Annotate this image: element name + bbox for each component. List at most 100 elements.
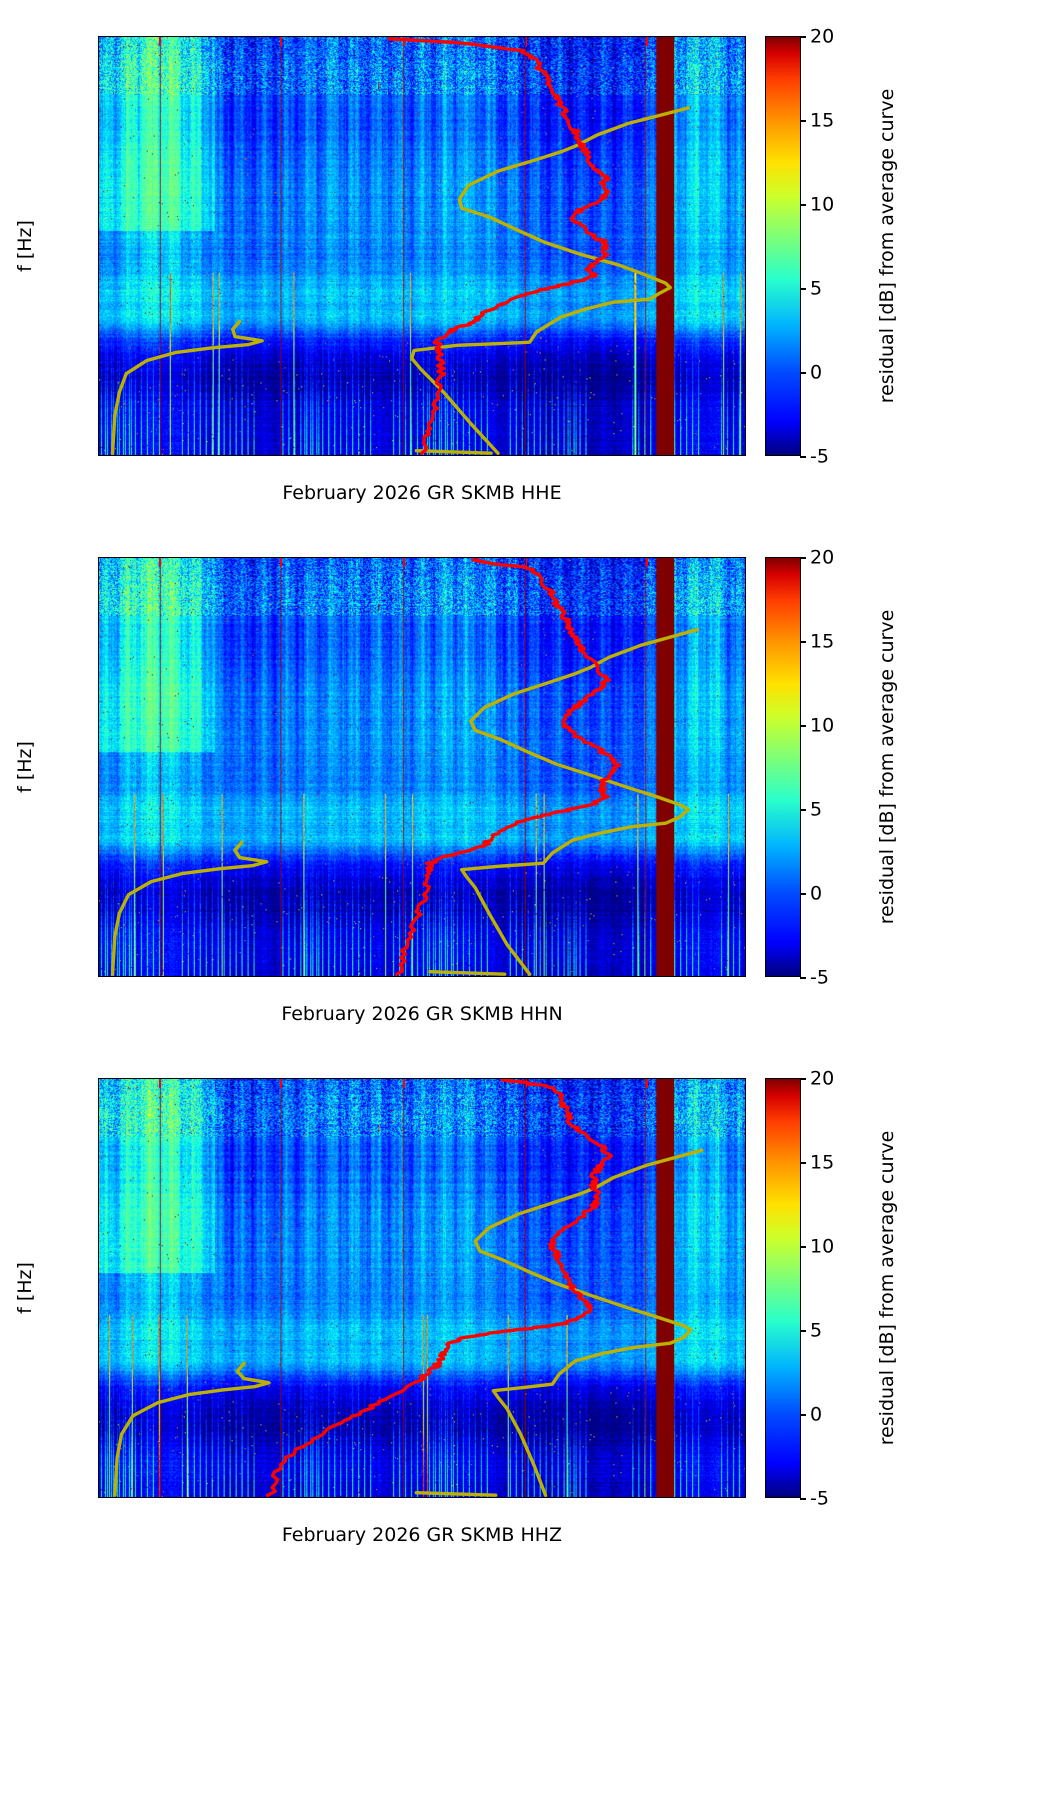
x-tick-mark <box>235 976 237 977</box>
colorbar-tick-mark <box>800 641 806 643</box>
y-tick-minor <box>98 1417 99 1418</box>
curve-path <box>387 37 611 455</box>
x-tick-mark <box>553 1497 555 1498</box>
x-tick-mark <box>689 976 691 977</box>
x-tick-mark <box>462 1497 464 1498</box>
y-tick-minor <box>98 246 99 247</box>
y-tick-minor <box>98 343 99 344</box>
panel-title: February 2026 GR SKMB HHE <box>282 482 562 504</box>
db-tick-mark <box>525 37 528 46</box>
y-tick-mark <box>98 1362 99 1364</box>
y-tick-mark <box>98 425 99 427</box>
colorbar-tick-mark <box>800 977 806 979</box>
y-tick-minor <box>98 60 99 61</box>
colorbar-tick-mark <box>800 1414 806 1416</box>
y-tick-minor <box>98 288 99 289</box>
spectrogram-image <box>99 1079 745 1497</box>
panel-hhn: 10110010-110-21357911131517192123252729-… <box>0 521 1052 1041</box>
colorbar-label: residual [dB] from average curve <box>876 609 898 925</box>
x-tick-mark <box>553 455 555 456</box>
spectrogram-image <box>99 37 745 455</box>
y-tick-minor <box>98 441 99 442</box>
colorbar: 20 15 10 5 0 -5 <box>765 1069 834 1508</box>
x-tick-mark <box>144 455 146 456</box>
y-tick-minor <box>98 324 99 325</box>
db-tick-mark <box>525 558 528 567</box>
y-tick-minor <box>98 641 99 642</box>
y-tick-mark <box>98 736 99 738</box>
spectrogram-axes: 10110010-110-21357911131517192123252729-… <box>98 36 746 456</box>
colorbar-tick-mark <box>800 809 806 811</box>
y-tick-minor <box>98 956 99 957</box>
panel-hhz: 10110010-110-21357911131517192123252729-… <box>0 1042 1052 1562</box>
db-tick-mark <box>279 558 282 567</box>
colorbar: 20 15 10 5 0 -5 <box>765 27 834 466</box>
y-tick-minor <box>98 375 99 376</box>
curve-path <box>428 970 507 976</box>
x-tick-mark <box>507 455 509 456</box>
colorbar-tick-mark <box>800 893 806 895</box>
y-tick-minor <box>98 435 99 436</box>
colorbar-tick-label-3: 5 <box>810 277 823 300</box>
y-axis-label: f [Hz] <box>14 1262 36 1314</box>
x-tick-mark <box>689 455 691 456</box>
curve-overlay <box>110 37 691 455</box>
db-tick-mark <box>646 1079 648 1088</box>
y-tick-minor <box>98 962 99 963</box>
y-tick-minor <box>98 809 99 810</box>
colorbar-tick-mark <box>800 1078 806 1080</box>
y-tick-minor <box>98 448 99 449</box>
y-tick-minor <box>98 231 99 232</box>
db-tick-mark <box>279 1079 282 1088</box>
colorbar-tick-mark <box>800 725 806 727</box>
colorbar-tick-mark <box>800 1162 806 1164</box>
y-tick-minor <box>98 1207 99 1208</box>
y-tick-minor <box>98 429 99 430</box>
y-tick-minor <box>98 114 99 115</box>
y-tick-minor <box>98 686 99 687</box>
colorbar-tick-label-5: -5 <box>810 445 829 468</box>
y-tick-minor <box>98 1261 99 1262</box>
y-tick-minor <box>98 361 99 362</box>
curve-path <box>265 1079 613 1497</box>
curve-path <box>414 1491 498 1497</box>
y-tick-minor <box>98 864 99 865</box>
y-tick-minor <box>98 1393 99 1394</box>
x-tick-mark <box>326 455 328 456</box>
x-tick-mark <box>371 1497 373 1498</box>
x-tick-mark <box>462 976 464 977</box>
colorbar-tick-mark <box>800 288 806 290</box>
x-tick-mark <box>235 455 237 456</box>
curve-path <box>394 558 621 976</box>
colorbar-tick-mark <box>800 204 806 206</box>
x-tick-mark <box>735 1497 737 1498</box>
y-tick-minor <box>98 336 99 337</box>
x-tick-mark <box>144 976 146 977</box>
y-tick-minor <box>98 1312 99 1313</box>
y-tick-minor <box>98 1483 99 1484</box>
y-tick-minor <box>98 1490 99 1491</box>
x-tick-mark <box>507 1497 509 1498</box>
colorbar-label: residual [dB] from average curve <box>876 1130 898 1446</box>
y-tick-minor <box>98 183 99 184</box>
curve-overlay <box>113 1079 704 1497</box>
y-tick-minor <box>98 759 99 760</box>
y-tick-minor <box>98 581 99 582</box>
colorbar-tick-label-1: 15 <box>810 1151 835 1174</box>
y-tick-minor <box>98 270 99 271</box>
x-tick-mark <box>644 455 646 456</box>
x-tick-mark <box>644 1497 646 1498</box>
y-tick-minor <box>98 238 99 239</box>
y-tick-minor <box>98 225 99 226</box>
y-tick-minor <box>98 1120 99 1121</box>
y-tick-minor <box>98 1435 99 1436</box>
y-tick-mark <box>98 631 99 633</box>
y-tick-minor <box>98 1273 99 1274</box>
y-tick-minor <box>98 1330 99 1331</box>
colorbar-tick-mark <box>800 36 806 38</box>
y-tick-minor <box>98 654 99 655</box>
colorbar-tick-label-5: -5 <box>810 1487 829 1510</box>
curve-path <box>410 106 691 455</box>
x-tick-mark <box>417 455 419 456</box>
